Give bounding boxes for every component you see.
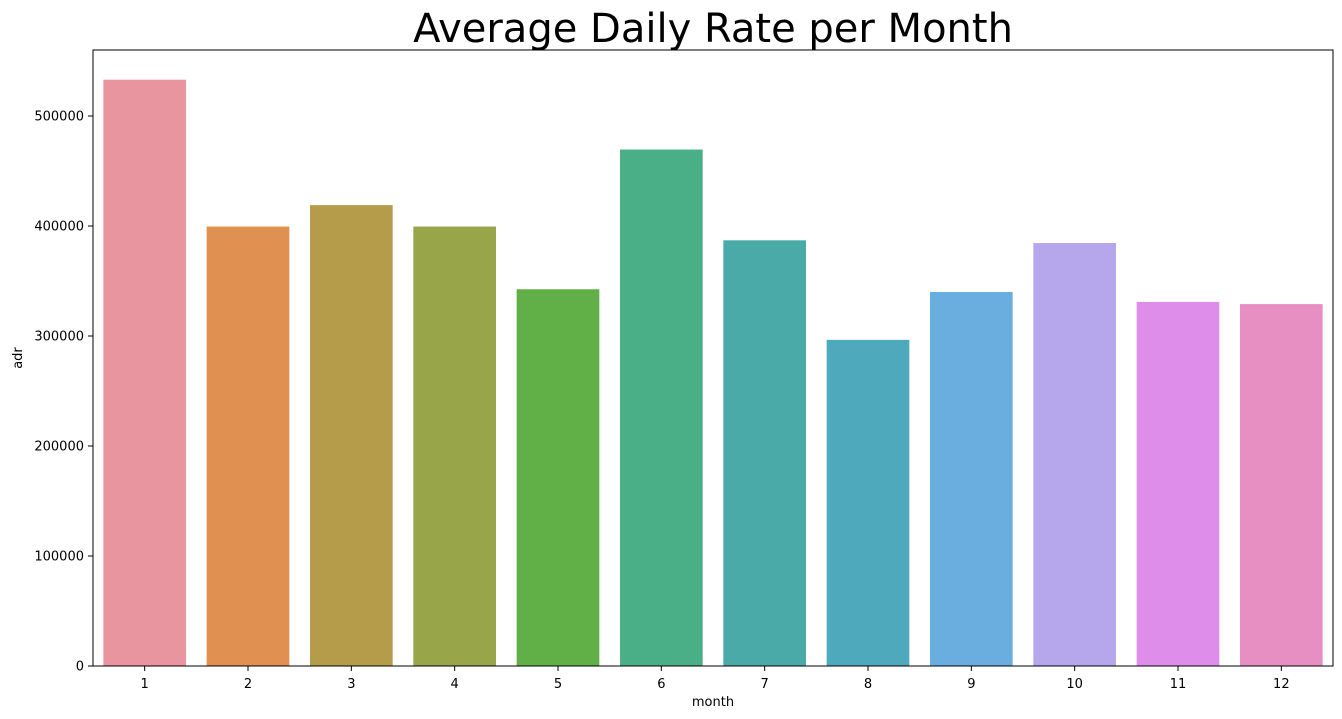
bar-month-4 bbox=[413, 226, 496, 667]
x-tick-label: 12 bbox=[1273, 677, 1290, 692]
x-tick-label: 2 bbox=[244, 677, 252, 692]
x-tick-label: 4 bbox=[451, 677, 459, 692]
x-tick-label: 6 bbox=[657, 677, 665, 692]
bar-month-6 bbox=[620, 149, 703, 667]
chart-title: Average Daily Rate per Month bbox=[413, 6, 1013, 52]
x-tick-label: 11 bbox=[1170, 677, 1187, 692]
y-tick-label: 400000 bbox=[34, 220, 84, 235]
bar-month-9 bbox=[930, 292, 1013, 666]
bar-month-1 bbox=[103, 79, 186, 666]
bars-group bbox=[103, 79, 1323, 667]
bar-month-2 bbox=[206, 226, 290, 667]
x-tick-label: 10 bbox=[1066, 677, 1083, 692]
y-tick-label: 300000 bbox=[34, 330, 84, 345]
y-tick-label: 500000 bbox=[34, 110, 84, 125]
x-tick-label: 7 bbox=[761, 677, 769, 692]
x-axis-ticks: 1 2 3 4 5 6 7 8 9 10 11 12 bbox=[141, 666, 1290, 692]
y-axis-ticks: 0 100000 200000 300000 400000 500000 bbox=[34, 110, 93, 675]
x-tick-label: 8 bbox=[864, 677, 872, 692]
y-tick-label: 100000 bbox=[34, 550, 84, 565]
y-axis-label: adr bbox=[11, 347, 26, 369]
bar-month-10 bbox=[1033, 243, 1116, 667]
bar-month-7 bbox=[723, 240, 806, 667]
bar-month-12 bbox=[1240, 304, 1323, 666]
plot-frame bbox=[92, 49, 1334, 667]
x-tick-label: 5 bbox=[554, 677, 562, 692]
bar-month-11 bbox=[1136, 301, 1220, 666]
bar-month-8 bbox=[826, 339, 910, 666]
bar-month-3 bbox=[310, 205, 393, 666]
x-tick-label: 3 bbox=[347, 677, 355, 692]
x-axis-label: month bbox=[692, 695, 734, 710]
x-tick-label: 1 bbox=[141, 677, 149, 692]
x-tick-label: 9 bbox=[967, 677, 975, 692]
y-tick-label: 0 bbox=[76, 660, 84, 675]
bar-month-5 bbox=[516, 289, 600, 666]
y-tick-label: 200000 bbox=[34, 440, 84, 455]
